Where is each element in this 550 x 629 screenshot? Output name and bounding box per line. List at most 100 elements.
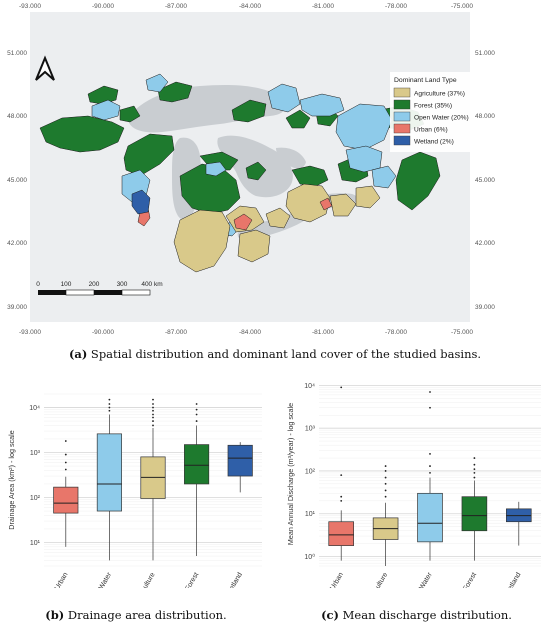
outlier-point xyxy=(195,408,198,411)
caption-c: (c) Mean discharge distribution. xyxy=(283,608,550,622)
outlier-point xyxy=(384,489,387,492)
outlier-point xyxy=(64,461,67,464)
y-tick-label: 10¹ xyxy=(305,511,316,518)
north-arrow-icon xyxy=(35,55,55,81)
basin-map: -93.000 -90.000 -87.000 -84.000 -81.000 … xyxy=(7,3,495,336)
legend-swatch xyxy=(393,123,411,134)
outlier-point xyxy=(152,398,154,401)
x-tick-label: Wetland xyxy=(225,571,244,588)
box-iqr xyxy=(96,433,122,512)
lon-tick-top: -75.000 xyxy=(451,3,473,10)
lon-tick-top: -84.000 xyxy=(239,3,261,10)
basin xyxy=(285,183,331,223)
lon-tick-top: -90.000 xyxy=(92,3,114,10)
lat-tick-left: 48.000 xyxy=(7,113,27,120)
x-tick-label: Urban xyxy=(54,571,70,588)
legend-label: Forest (35%) xyxy=(414,103,452,110)
box-urban xyxy=(328,386,354,561)
basin xyxy=(91,99,121,121)
outlier-point xyxy=(64,453,67,456)
y-tick-label: 10³ xyxy=(305,426,316,433)
scale-label: 200 xyxy=(89,281,100,288)
basin xyxy=(265,207,291,229)
lat-tick-left: 45.000 xyxy=(7,177,27,184)
outlier-point xyxy=(64,440,67,442)
x-tick-label: Open Water xyxy=(88,571,113,588)
legend-swatch xyxy=(393,99,411,110)
basin xyxy=(119,105,141,123)
basin xyxy=(157,81,193,103)
x-tick-label: Agriculture xyxy=(367,571,390,588)
outlier-point xyxy=(473,463,476,466)
x-tick-label: Forest xyxy=(462,571,478,588)
legend-swatch xyxy=(393,111,411,122)
outlier-point xyxy=(340,474,343,476)
box-iqr xyxy=(417,492,443,543)
outlier-point xyxy=(108,406,111,409)
outlier-point xyxy=(429,472,431,474)
outlier-point xyxy=(64,468,67,471)
outlier-point xyxy=(429,453,431,455)
lat-tick-right: 48.000 xyxy=(475,113,495,120)
lon-tick-bottom: -87.000 xyxy=(165,329,187,336)
y-tick-label: 10⁴ xyxy=(304,383,315,390)
caption-b-text: Drainage area distribution. xyxy=(64,608,227,622)
y-tick-label: 10⁴ xyxy=(29,405,40,412)
box-iqr xyxy=(227,444,253,477)
lon-tick-bottom: -90.000 xyxy=(92,329,114,336)
box-wetland xyxy=(506,501,532,546)
basin xyxy=(245,161,267,181)
lon-tick-top: -87.000 xyxy=(165,3,187,10)
outlier-point xyxy=(152,403,154,405)
lon-tick-top: -78.000 xyxy=(385,3,407,10)
basin xyxy=(329,193,357,217)
lon-tick-bottom: -81.000 xyxy=(312,329,334,336)
basin xyxy=(267,83,301,113)
y-axis-label: Mean Annual Discharge (m³/year) - log sc… xyxy=(286,403,295,545)
outlier-point xyxy=(384,465,387,467)
outlier-point xyxy=(429,391,431,393)
basin xyxy=(205,161,227,177)
box-open-water xyxy=(417,391,443,561)
outlier-point xyxy=(152,424,154,427)
box-urban xyxy=(53,440,79,547)
x-tick-label: Forest xyxy=(184,571,200,588)
lat-tick-right: 42.000 xyxy=(475,240,495,247)
scale-label: 300 xyxy=(117,281,128,288)
lon-tick-top: -93.000 xyxy=(19,3,41,10)
outlier-point xyxy=(473,476,476,479)
box-iqr xyxy=(328,521,354,546)
outlier-point xyxy=(429,465,431,467)
basin xyxy=(237,229,271,263)
basin xyxy=(355,185,381,209)
legend-label: Agriculture (37%) xyxy=(414,91,465,98)
wetland-basins xyxy=(131,189,151,215)
lon-tick-bottom: -75.000 xyxy=(451,329,473,336)
outlier-point xyxy=(152,413,154,416)
basin xyxy=(231,99,267,123)
scale-label: 400 km xyxy=(141,281,162,288)
basin xyxy=(87,85,119,105)
box-forest xyxy=(184,403,210,557)
lon-tick-bottom: -84.000 xyxy=(239,329,261,336)
lat-tick-left: 42.000 xyxy=(7,240,27,247)
lat-tick-right: 45.000 xyxy=(475,177,495,184)
box-wetland xyxy=(227,442,253,493)
outlier-point xyxy=(473,468,476,471)
legend-label: Urban (6%) xyxy=(414,127,448,134)
basin xyxy=(319,197,333,211)
basin xyxy=(335,103,393,151)
outlier-point xyxy=(152,416,154,419)
legend-label: Open Water (20%) xyxy=(414,115,469,122)
y-tick-label: 10² xyxy=(30,495,41,502)
scale-label: 0 xyxy=(36,281,40,288)
basin xyxy=(131,189,151,215)
basin xyxy=(173,209,231,273)
legend-title: Dominant Land Type xyxy=(394,77,457,84)
box-iqr xyxy=(53,486,79,514)
outlier-point xyxy=(195,420,198,422)
lat-tick-left: 39.000 xyxy=(7,304,27,311)
outlier-point xyxy=(340,386,343,389)
discharge-boxplot: 10⁰ 10¹ 10² 10³ 10⁴ Mean Annual Discharge (m³… xyxy=(286,383,541,588)
lat-tick-right: 39.000 xyxy=(475,304,495,311)
